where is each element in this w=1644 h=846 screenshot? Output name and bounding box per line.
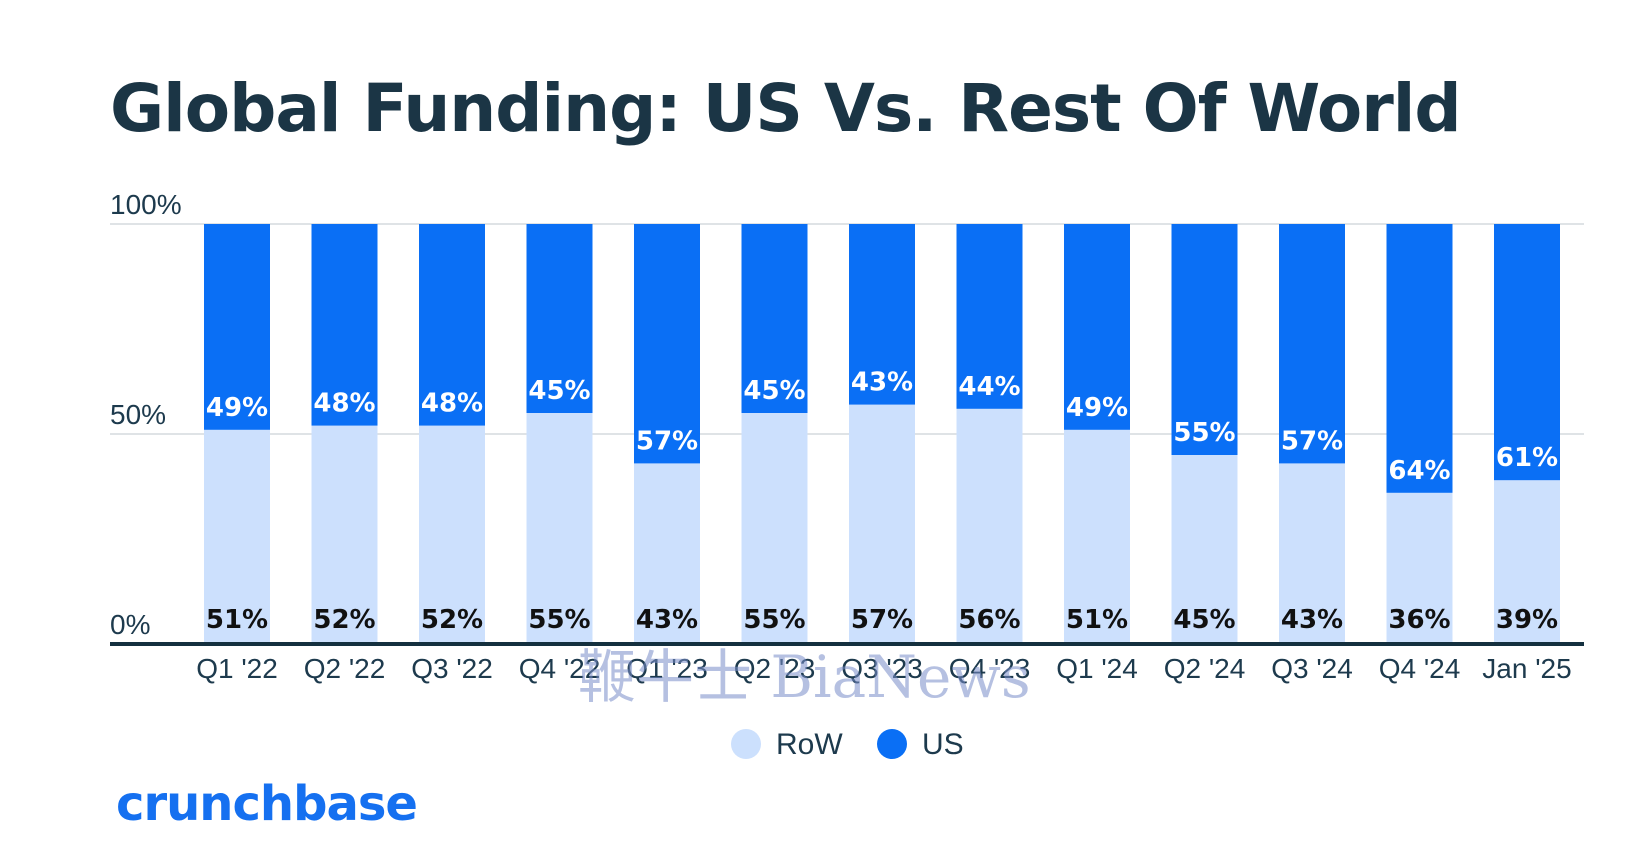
x-tick-label: Q3 '23	[841, 653, 923, 684]
data-label-us: 57%	[636, 426, 698, 456]
bar-segment-us	[741, 224, 808, 413]
data-label-us: 64%	[1388, 456, 1450, 486]
y-tick-label: 0%	[110, 609, 150, 640]
bars	[204, 224, 1560, 644]
bar-segment-us	[956, 224, 1023, 409]
legend-item-row: RoW	[731, 728, 843, 761]
bar-segment-row	[1171, 455, 1238, 644]
bar-segment-row	[1494, 480, 1560, 644]
bar-segment-us	[419, 224, 485, 426]
legend: RoW US	[731, 728, 964, 761]
data-label-row: 55%	[743, 605, 805, 635]
x-tick-label: Q2 '23	[734, 653, 816, 684]
data-label-row: 51%	[206, 605, 268, 635]
data-label-us: 55%	[1173, 418, 1235, 448]
data-label-row: 56%	[958, 605, 1020, 635]
bar-segment-row	[311, 425, 378, 644]
bar-segment-us	[1494, 224, 1560, 481]
data-label-us: 57%	[1281, 426, 1343, 456]
data-label-row: 52%	[313, 605, 375, 635]
x-tick-label: Jan '25	[1482, 653, 1571, 684]
x-tick-label: Q3 '24	[1271, 653, 1353, 684]
legend-item-us: US	[877, 728, 964, 761]
data-label-row: 45%	[1173, 605, 1235, 635]
data-label-us: 44%	[958, 372, 1020, 402]
x-tick-label: Q4 '23	[949, 653, 1031, 684]
x-tick-label: Q1 '22	[196, 653, 278, 684]
bar-segment-row	[204, 429, 270, 644]
data-label-row: 43%	[636, 605, 698, 635]
bar-segment-us	[526, 224, 593, 413]
data-label-us: 45%	[743, 376, 805, 406]
y-tick-label: 100%	[110, 189, 182, 220]
data-label-row: 36%	[1388, 605, 1450, 635]
bar-segment-us	[1064, 224, 1130, 430]
data-label-row: 55%	[528, 605, 590, 635]
data-label-us: 48%	[313, 389, 375, 419]
bar-segment-row	[634, 463, 700, 644]
data-label-us: 48%	[421, 389, 483, 419]
legend-swatch	[877, 729, 907, 759]
data-label-us: 49%	[206, 393, 268, 423]
bar-segment-us	[1386, 224, 1453, 493]
bar-segment-us	[849, 224, 915, 405]
legend-swatch	[731, 729, 761, 759]
bar-segment-row	[526, 413, 593, 644]
x-axis: Q1 '22 Q2 '22 Q3 '22 Q4 '22 Q1 '23 Q2 '23 Q3 '…	[110, 642, 1584, 684]
data-label-us: 45%	[528, 376, 590, 406]
x-tick-label: Q3 '22	[411, 653, 493, 684]
bar-segment-row	[1064, 429, 1130, 644]
bar-segment-row	[1279, 463, 1345, 644]
data-label-row: 57%	[851, 605, 913, 635]
bar-segment-us	[204, 224, 270, 430]
x-tick-label: Q1 '24	[1056, 653, 1138, 684]
bar-segment-us	[1279, 224, 1345, 464]
chart-title: Global Funding: US Vs. Rest Of World	[110, 70, 1462, 147]
data-label-row: 52%	[421, 605, 483, 635]
watermark: 鞭牛士 BiaNews	[578, 643, 1031, 711]
bar-segment-row	[849, 404, 915, 644]
bar-segment-row	[419, 425, 485, 644]
x-tick-label: Q4 '22	[519, 653, 601, 684]
bar-segment-us	[1171, 224, 1238, 455]
legend-label: RoW	[776, 728, 843, 761]
data-label-row: 51%	[1066, 605, 1128, 635]
x-tick-label: Q4 '24	[1379, 653, 1461, 684]
bar-segment-row	[1386, 492, 1453, 644]
x-tick-label: Q2 '24	[1164, 653, 1246, 684]
x-tick-label: Q1 '23	[626, 653, 708, 684]
bar-segment-row	[741, 413, 808, 644]
data-label-us: 61%	[1496, 443, 1558, 473]
bar-segment-us	[634, 224, 700, 464]
legend-label: US	[922, 728, 964, 761]
data-label-us: 49%	[1066, 393, 1128, 423]
crunchbase-logo: crunchbase	[116, 776, 418, 832]
bar-segment-us	[311, 224, 378, 426]
data-label-row: 43%	[1281, 605, 1343, 635]
bar-segment-row	[956, 408, 1023, 644]
y-tick-label: 50%	[110, 399, 166, 430]
data-label-row: 39%	[1496, 605, 1558, 635]
data-label-us: 43%	[851, 368, 913, 398]
x-tick-label: Q2 '22	[304, 653, 386, 684]
data-labels: 49% 51% 48% 52% 48% 52% 45% 55% 57% 43% 45% 55% 43% 5…	[206, 368, 1558, 635]
